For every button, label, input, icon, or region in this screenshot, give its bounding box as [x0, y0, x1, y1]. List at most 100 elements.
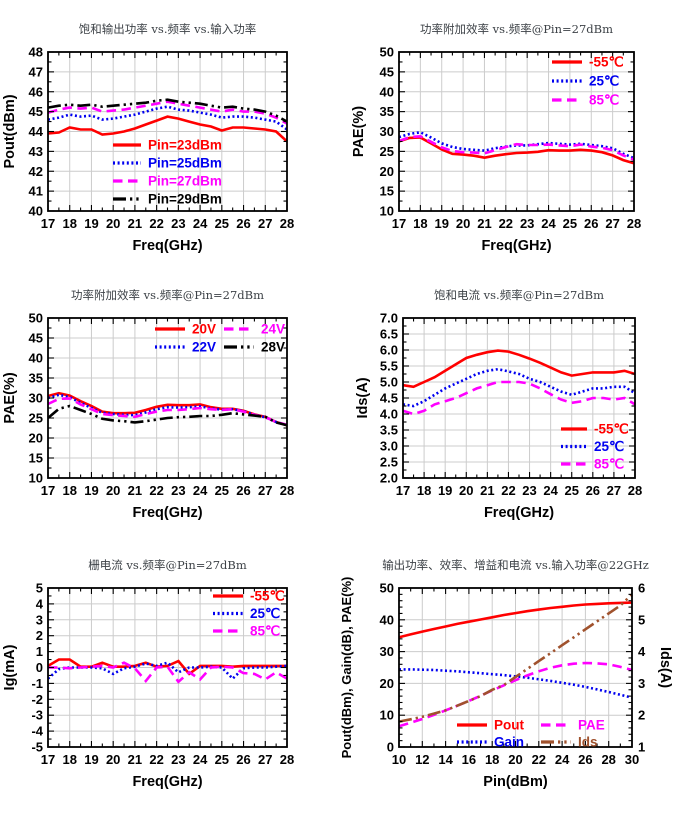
x-tick-label: 23 — [171, 216, 185, 231]
y2-tick-label: 6 — [638, 581, 645, 596]
y-tick-label: 15 — [380, 184, 394, 199]
x-tick-label: 24 — [541, 216, 556, 231]
chart-pae-vs-freq-temp: 17 18 19 20 21 22 23 24 25 26 27 28 10 15 20 25 30 35 40 45… — [351, 22, 641, 254]
x-tick-label: 24 — [193, 752, 208, 767]
series-line-20V — [47, 391, 288, 427]
y-tick-label: 20 — [380, 164, 394, 179]
y-tick-label: -4 — [31, 724, 43, 739]
x-tick-label: 28 — [627, 216, 641, 231]
y-tick-label: -2 — [31, 692, 43, 707]
x-tick-label: 20 — [459, 483, 473, 498]
x-tick-label: 17 — [41, 483, 55, 498]
y-tick-label: 35 — [380, 104, 394, 119]
series-lines — [47, 658, 288, 684]
x-tick-label: 18 — [62, 483, 76, 498]
x-tick-label: 21 — [480, 483, 494, 498]
x-tick-label: 20 — [106, 483, 120, 498]
x-tick-label: 21 — [477, 216, 491, 231]
legend-item-25℃: 25℃ — [552, 74, 620, 89]
y-tick-label: 40 — [380, 612, 394, 627]
legend-item-Pin=27dBm: Pin=27dBm — [113, 174, 222, 189]
legend-label: 85℃ — [589, 93, 620, 108]
x-tick-label: 26 — [584, 216, 598, 231]
x-tick-label: 26 — [578, 752, 592, 767]
y-tick-label: 10 — [29, 471, 43, 486]
x-tick-label: 27 — [258, 483, 272, 498]
x-tick-label: 23 — [520, 216, 534, 231]
legend-item-85℃: 85℃ — [213, 624, 281, 639]
legend-label: Pin=29dBm — [148, 192, 222, 207]
y-tick-label: 2 — [36, 628, 43, 643]
axis-ticks — [402, 317, 636, 479]
y-tick-label: 42 — [29, 164, 43, 179]
legend: -55℃ 25℃ 85℃ — [552, 55, 625, 108]
chart-pout-vs-freq-pin: 17 18 19 20 21 22 23 24 25 26 27 28 40 41 42 43 44 45 46 47… — [2, 22, 294, 254]
chart-title: 栅电流 vs.频率@Pin=27dBm — [88, 558, 247, 572]
legend: Pin=23dBm Pin=25dBm Pin=27dBm Pin=29dBm — [113, 138, 222, 207]
y-tick-label: 3.5 — [380, 423, 398, 438]
x-tick-label: 22 — [149, 216, 163, 231]
y-tick-label: 4.0 — [380, 407, 398, 422]
gridlines — [399, 52, 634, 211]
x-tick-label: 21 — [128, 216, 142, 231]
legend-label: 25℃ — [589, 74, 620, 89]
chart-sweep-vs-pin-22ghz: 10 12 14 16 18 20 22 24 26 28 3001020304050123456输… — [339, 558, 673, 790]
y-tick-label: 20 — [29, 431, 43, 446]
series-line-25℃ — [402, 367, 636, 408]
y-tick-label: 6.5 — [380, 327, 398, 342]
x-tick-label: 18 — [417, 483, 431, 498]
series-line-Pout — [398, 601, 633, 639]
x-tick-label: 19 — [438, 483, 452, 498]
x-tick-label: 19 — [84, 483, 98, 498]
y2-tick-label: 2 — [638, 708, 645, 723]
y-tick-label: 45 — [380, 64, 394, 79]
y-axis-label: Pout(dBm) — [2, 94, 18, 168]
y-tick-label: 40 — [29, 351, 43, 366]
tick-labels: 17 18 19 20 21 22 23 24 25 26 27 28 10 15 20 25 30 35 40 45… — [380, 45, 642, 232]
y2-axis-label: Ids(A) — [657, 647, 673, 688]
x-tick-label: 12 — [415, 752, 429, 767]
series-line-Pin=23dBm — [47, 115, 288, 143]
y-tick-label: 3.0 — [380, 439, 398, 454]
x-tick-label: 24 — [193, 483, 208, 498]
x-tick-label: 16 — [462, 752, 476, 767]
y-tick-label: 5.0 — [380, 375, 398, 390]
y2-tick-label: 3 — [638, 676, 645, 691]
legend-label: Pin=23dBm — [148, 138, 222, 153]
x-tick-label: 18 — [413, 216, 427, 231]
x-tick-label: 22 — [149, 483, 163, 498]
legend-item-85℃: 85℃ — [561, 457, 625, 472]
legend-label: 85℃ — [594, 457, 625, 472]
axis-ticks — [398, 51, 635, 212]
legend-label: -55℃ — [589, 55, 625, 70]
legend-item-22V: 22V — [155, 340, 216, 355]
x-axis-label: Pin(dBm) — [483, 774, 548, 790]
series-lines — [398, 593, 633, 728]
chart-title: 饱和电流 vs.频率@Pin=27dBm — [434, 288, 604, 302]
legend-label: 85℃ — [250, 624, 281, 639]
x-tick-label: 17 — [396, 483, 410, 498]
x-axis-label: Freq(GHz) — [132, 774, 202, 790]
series-line--55℃ — [398, 136, 635, 165]
legend-item--55℃: -55℃ — [552, 55, 625, 70]
series-lines — [47, 391, 288, 427]
x-tick-label: 28 — [280, 752, 294, 767]
y-tick-label: 50 — [380, 45, 394, 60]
x-tick-label: 24 — [543, 483, 558, 498]
legend-label: Ids — [578, 735, 598, 750]
legend-label: PAE — [578, 718, 605, 733]
y-tick-label: 45 — [29, 331, 43, 346]
y-tick-label: 15 — [29, 451, 43, 466]
x-tick-label: 17 — [392, 216, 406, 231]
series-line-24V — [47, 397, 288, 427]
chart-title: 功率附加效率 vs.频率@Pin=27dBm — [71, 288, 264, 302]
y-tick-label: 30 — [29, 391, 43, 406]
x-tick-label: 19 — [84, 216, 98, 231]
legend-label: 28V — [261, 340, 285, 355]
x-tick-label: 26 — [236, 752, 250, 767]
series-line-28V — [47, 404, 288, 427]
legend-item-Ids: Ids — [541, 735, 598, 750]
series-line-Ids — [398, 593, 633, 723]
y-tick-label: -5 — [31, 740, 43, 755]
